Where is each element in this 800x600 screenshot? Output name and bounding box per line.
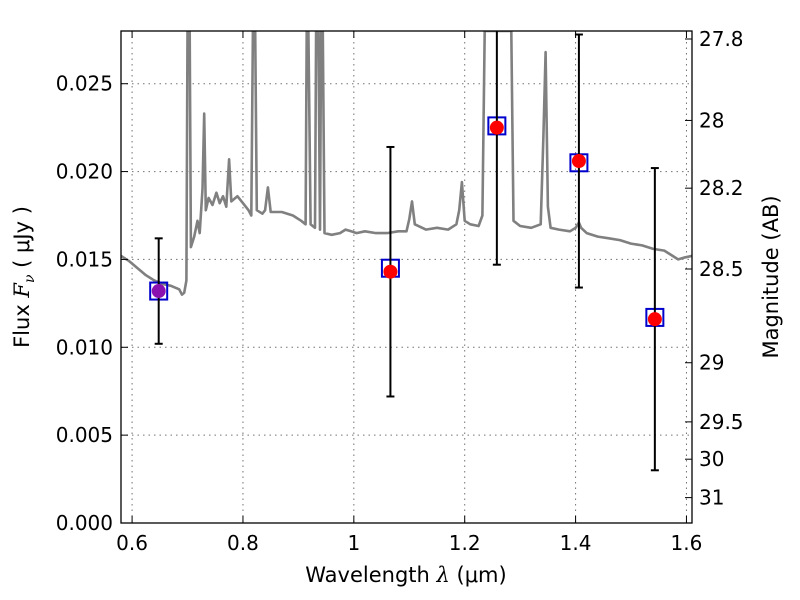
y2-axis-label: Magnitude (AB) bbox=[759, 195, 783, 358]
x-tick-label: 1 bbox=[347, 531, 360, 555]
model-spectrum-line bbox=[121, 31, 692, 296]
mag-tick-label: 31 bbox=[699, 486, 724, 510]
mag-tick-label: 29.5 bbox=[699, 410, 744, 434]
observed-point bbox=[571, 154, 586, 169]
y-tick-label: 0.015 bbox=[56, 247, 113, 271]
mag-tick-label: 28.2 bbox=[699, 176, 744, 200]
mag-tick-label: 28.5 bbox=[699, 257, 744, 281]
plot-area bbox=[121, 31, 692, 472]
observed-point bbox=[489, 120, 504, 135]
observed-points bbox=[151, 120, 662, 327]
y-tick-label: 0.020 bbox=[56, 160, 113, 184]
x-axis-label: Wavelength λ (μm) bbox=[305, 563, 506, 587]
mag-tick-label: 28 bbox=[699, 108, 724, 132]
x-tick-label: 1.2 bbox=[449, 531, 481, 555]
y-tick-label: 0.010 bbox=[56, 335, 113, 359]
plot-frame bbox=[120, 30, 693, 524]
y-tick-label: 0.000 bbox=[56, 511, 113, 535]
observed-point bbox=[647, 312, 662, 327]
x-tick-label: 1.4 bbox=[560, 531, 592, 555]
observed-point bbox=[383, 264, 398, 279]
mag-tick-label: 27.8 bbox=[699, 27, 744, 51]
y-axis-label: Flux Fν ( μJy ) bbox=[10, 206, 38, 348]
x-tick-label: 1.6 bbox=[671, 531, 703, 555]
mag-tick-label: 30 bbox=[699, 447, 724, 471]
ticks: 0.6 0.8 1 1.2 1.4 1.6 0.000 0.005 0.010 0.015 0.02… bbox=[56, 27, 744, 555]
mag-tick-label: 29 bbox=[699, 351, 724, 375]
y-tick-label: 0.025 bbox=[56, 72, 113, 96]
x-tick-label: 0.6 bbox=[116, 531, 148, 555]
observed-point bbox=[151, 284, 166, 299]
x-tick-label: 0.8 bbox=[227, 531, 259, 555]
y-tick-label: 0.005 bbox=[56, 423, 113, 447]
